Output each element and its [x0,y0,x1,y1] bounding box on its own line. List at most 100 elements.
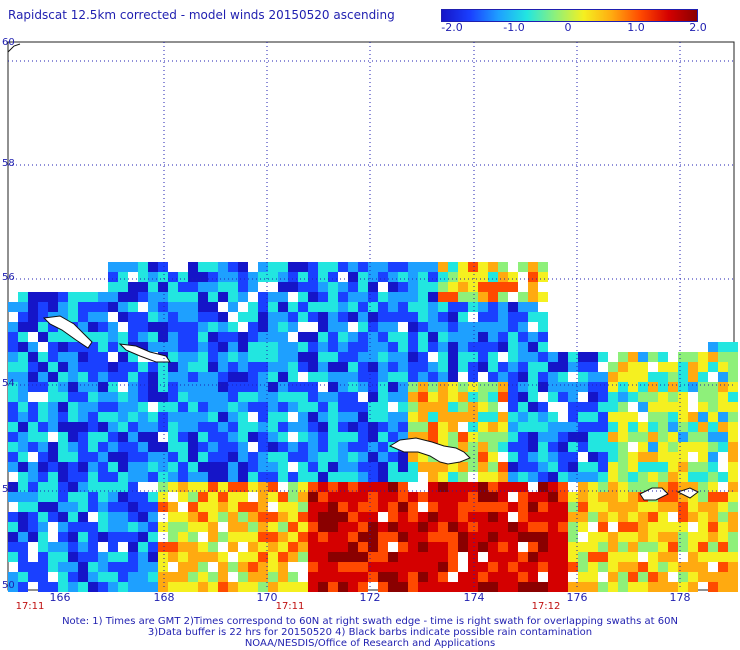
wind-cell [488,302,498,312]
wind-cell [408,432,418,442]
wind-cell [238,462,248,472]
wind-cell [228,482,238,492]
wind-cell [98,352,108,362]
wind-cell [218,482,228,492]
wind-cell [248,452,258,462]
wind-cell [478,502,488,512]
wind-cell [428,312,438,322]
wind-cell [8,412,18,422]
wind-cell [608,582,618,592]
wind-cell [8,512,18,522]
wind-cell [508,522,518,532]
wind-cell [68,462,78,472]
wind-cell [248,422,258,432]
wind-cell [218,572,228,582]
wind-cell [508,322,518,332]
wind-cell [698,532,708,542]
wind-cell [118,442,128,452]
wind-cell [448,482,458,492]
wind-cell [318,262,328,272]
wind-cell [468,422,478,432]
wind-cell [68,532,78,542]
wind-cell [378,362,388,372]
wind-cell [98,512,108,522]
wind-cell [438,462,448,472]
wind-cell [588,532,598,542]
wind-cell [58,482,68,492]
wind-cell [428,532,438,542]
wind-cell [708,392,718,402]
wind-cell [438,412,448,422]
wind-cell [18,302,28,312]
wind-cell [338,312,348,322]
wind-cell [8,372,18,382]
wind-cell [328,402,338,412]
wind-cell [278,552,288,562]
wind-cell [508,422,518,432]
wind-cell [38,312,48,322]
wind-cell [258,412,268,422]
wind-cell [488,582,498,592]
wind-cell [368,542,378,552]
wind-cell [658,402,668,412]
wind-cell [418,302,428,312]
wind-cell [638,442,648,452]
wind-cell [308,542,318,552]
wind-cell [338,492,348,502]
wind-cell [418,382,428,392]
wind-cell [608,562,618,572]
wind-cell [618,412,628,422]
wind-cell [88,382,98,392]
wind-cell [578,582,588,592]
wind-cell [168,402,178,412]
wind-cell [368,472,378,482]
wind-cell [608,572,618,582]
wind-cell [688,512,698,522]
wind-cell [248,582,258,592]
wind-cell [68,472,78,482]
wind-cell [488,262,498,272]
wind-cell [148,392,158,402]
wind-cell [388,312,398,322]
wind-cell [238,382,248,392]
wind-cell [28,512,38,522]
wind-cell [148,442,158,452]
wind-cell [18,422,28,432]
wind-cell [688,532,698,542]
wind-cell [188,472,198,482]
wind-cell [28,432,38,442]
wind-cell [478,482,488,492]
wind-cell [238,272,248,282]
wind-cell [548,512,558,522]
wind-cell [668,442,678,452]
wind-cell [368,462,378,472]
wind-cell [648,502,658,512]
wind-cell [318,422,328,432]
wind-cell [118,512,128,522]
wind-cell [58,532,68,542]
wind-cell [208,512,218,522]
wind-cell [478,422,488,432]
wind-cell [438,552,448,562]
wind-cell [648,512,658,522]
wind-cell [608,462,618,472]
wind-cell [418,342,428,352]
wind-cell [358,452,368,462]
wind-cell [148,412,158,422]
wind-cell [658,422,668,432]
wind-cell [588,582,598,592]
wind-cell [68,482,78,492]
wind-cell [188,262,198,272]
wind-cell [488,572,498,582]
wind-cell [418,372,428,382]
wind-cell [468,282,478,292]
lon-label: 172 [359,591,381,604]
wind-cell [558,532,568,542]
wind-cell [488,382,498,392]
wind-cell [328,552,338,562]
wind-cell [58,332,68,342]
wind-cell [658,372,668,382]
wind-cell [388,302,398,312]
wind-cell [408,392,418,402]
wind-cell [288,352,298,362]
